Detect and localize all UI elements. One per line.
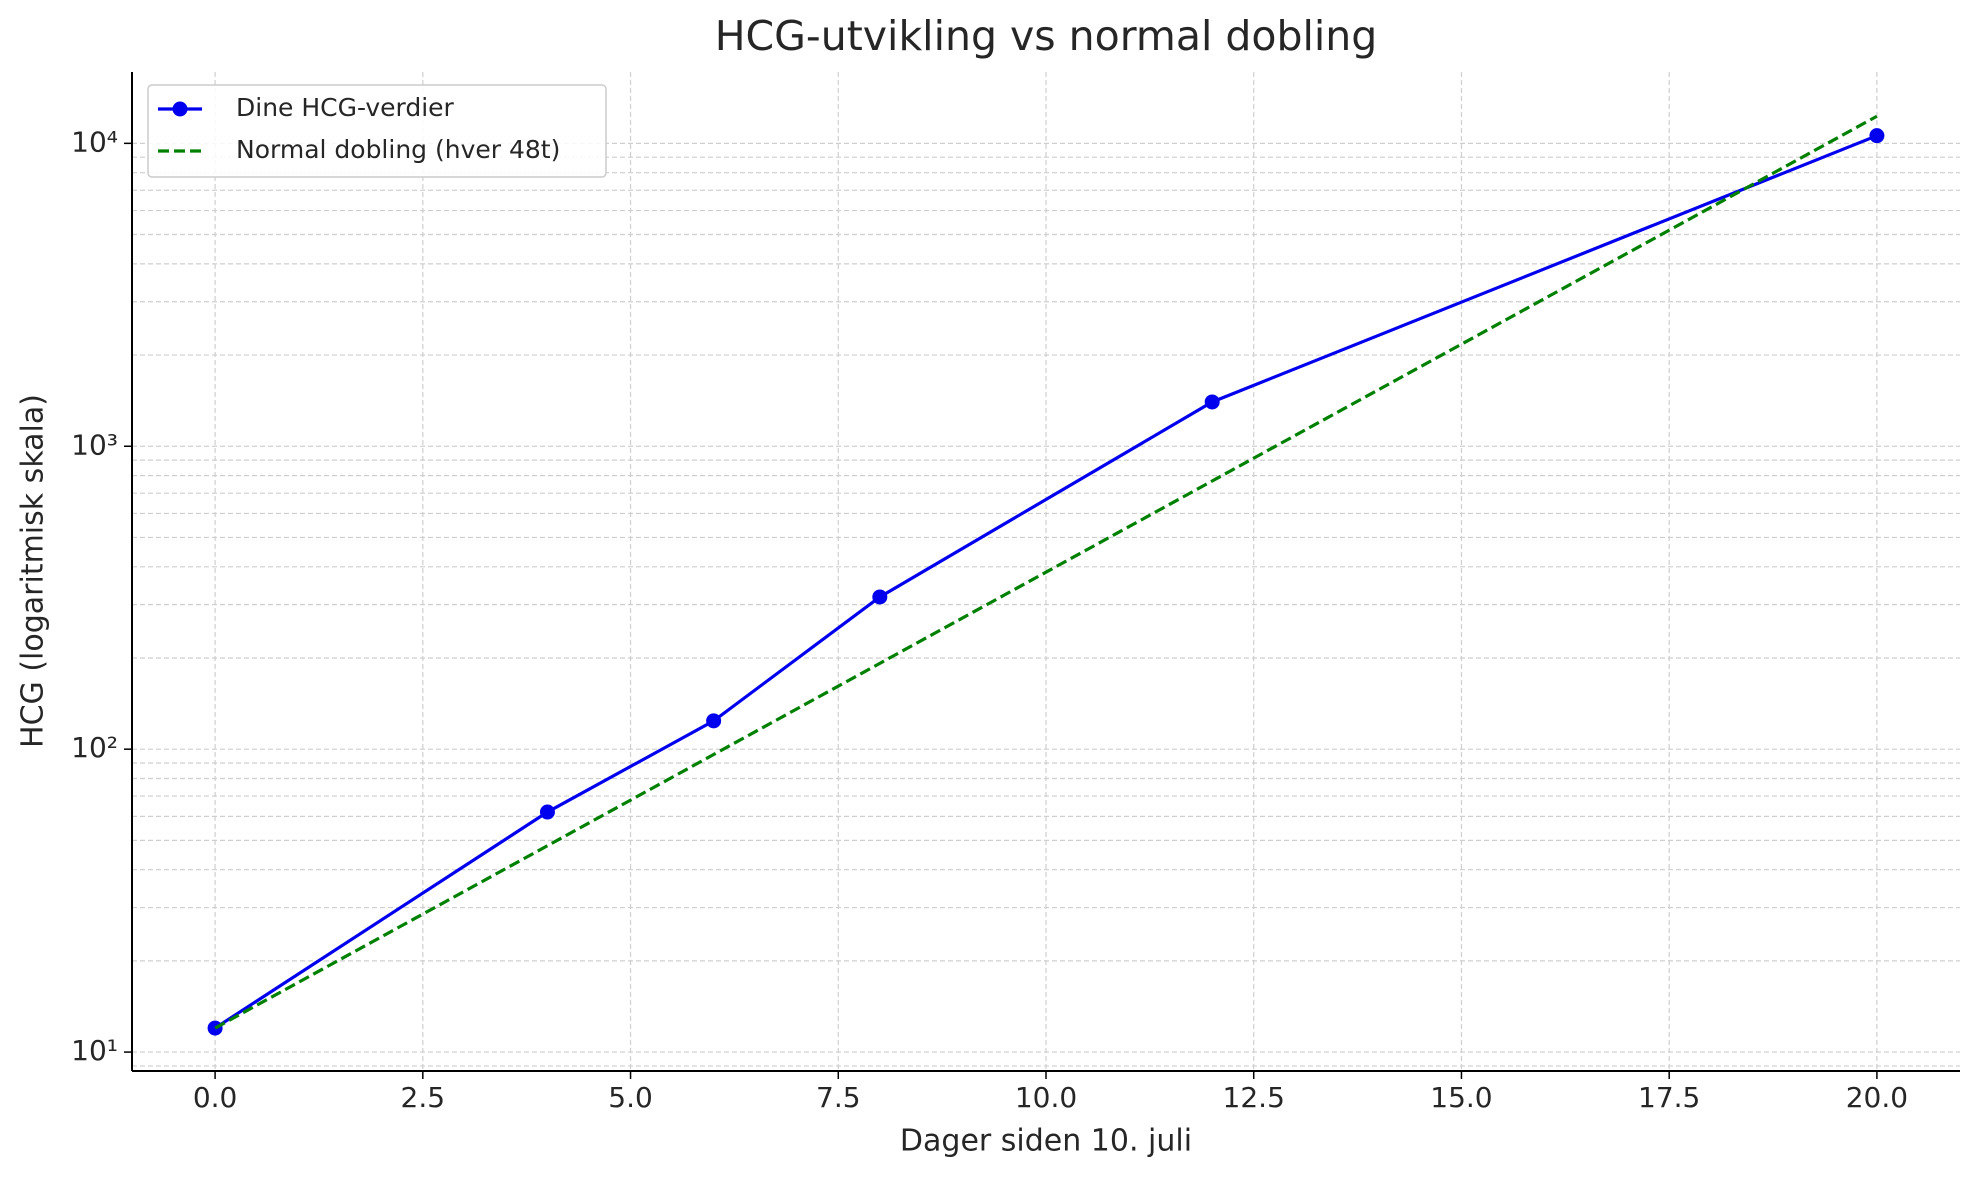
y-axis-label: HCG (logaritmisk skala) (16, 394, 51, 748)
legend-marker (172, 101, 188, 117)
y-tick-label: 10⁴ (71, 125, 118, 158)
x-tick-label: 17.5 (1638, 1081, 1700, 1114)
series-line (214, 114, 1878, 1030)
data-point (539, 804, 555, 820)
legend-box (147, 84, 607, 178)
x-tick-label: 7.5 (816, 1081, 861, 1114)
x-tick-label: 10.0 (1015, 1081, 1077, 1114)
x-tick-label: 15.0 (1430, 1081, 1492, 1114)
y-tick-label: 10³ (71, 428, 118, 461)
data-point (872, 589, 888, 605)
data-point (1869, 128, 1885, 144)
x-axis-label: Dager siden 10. juli (900, 1124, 1192, 1159)
legend-label: Dine HCG-verdier (236, 93, 455, 122)
data-point (706, 713, 722, 729)
chart-title: HCG-utvikling vs normal dobling (715, 12, 1378, 60)
data-point (1204, 394, 1220, 410)
legend-label: Normal dobling (hver 48t) (236, 135, 560, 164)
y-tick-label: 10² (71, 731, 118, 764)
x-tick-label: 20.0 (1846, 1081, 1908, 1114)
x-tick-label: 5.0 (608, 1081, 653, 1114)
x-tick-label: 0.0 (193, 1081, 238, 1114)
x-tick-label: 2.5 (401, 1081, 446, 1114)
x-tick-label: 12.5 (1223, 1081, 1285, 1114)
series-line (214, 134, 1878, 1030)
y-tick-label: 10¹ (71, 1034, 118, 1067)
